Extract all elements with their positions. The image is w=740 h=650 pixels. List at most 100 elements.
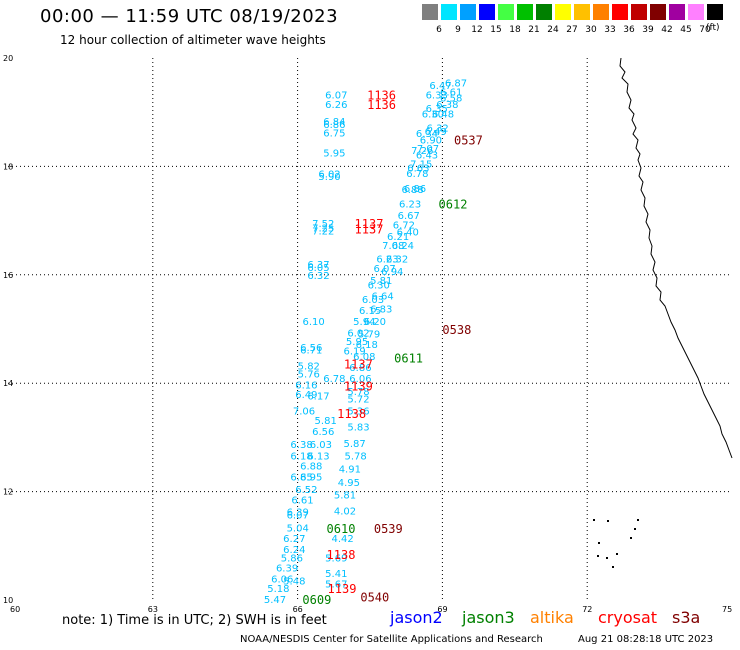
pass-time-label: 0610 xyxy=(327,522,356,536)
legend-swatch xyxy=(536,4,552,20)
wave-height-label: 6.15 xyxy=(359,306,381,317)
wave-height-label: 6.07 xyxy=(325,90,347,101)
longitude-label: 60 xyxy=(10,605,20,614)
wave-height-label: 6.94 xyxy=(381,267,403,278)
coastline xyxy=(593,57,733,568)
wave-height-label: 6.95 xyxy=(300,472,322,483)
latitude-label: 16 xyxy=(3,271,13,280)
wave-height-label: 5.81 xyxy=(370,276,392,287)
pass-time-label: 1138 xyxy=(327,548,356,562)
pass-time-labels: 1136113605370612113711370538061111371139… xyxy=(302,88,482,607)
wave-height-label: 6.30 xyxy=(368,281,390,292)
wave-height-label: 6.39 xyxy=(276,563,298,574)
wave-height-label: 5.86 xyxy=(281,554,303,565)
legend-label: 70 xyxy=(699,25,711,35)
wave-height-label: 6.47 xyxy=(429,81,451,92)
latitude-label: 10 xyxy=(3,596,13,605)
wave-height-label: 5.81 xyxy=(315,416,337,427)
wave-height-label: 6.32 xyxy=(386,255,408,266)
legend-label: 24 xyxy=(547,25,559,35)
wave-height-label: 5.41 xyxy=(325,569,347,580)
wave-height-label: 6.10 xyxy=(302,317,324,328)
wave-height-label: 5.69 xyxy=(325,554,347,565)
pass-time-label: 1136 xyxy=(367,98,396,112)
wave-height-label: 6.33 xyxy=(426,90,448,101)
legend-label: 21 xyxy=(528,25,540,35)
wave-height-label: 5.47 xyxy=(264,595,286,606)
wave-height-label: 6.78 xyxy=(406,169,428,180)
generated-timestamp: Aug 21 08:28:18 UTC 2023 xyxy=(578,634,714,645)
wave-height-label: 6.07 xyxy=(287,510,309,521)
satellite-name-jason2: jason2 xyxy=(390,608,443,627)
footer-note: note: 1) Time is in UTC; 2) SWH is in fe… xyxy=(62,613,327,628)
wave-height-label: 7.07 xyxy=(417,144,439,155)
wave-height-label: 6.24 xyxy=(283,545,305,556)
legend-label: 18 xyxy=(509,25,521,35)
wave-height-label: 6.13 xyxy=(307,451,329,462)
longitude-label: 72 xyxy=(582,605,592,614)
wave-height-label: 6.56 xyxy=(312,427,334,438)
wave-height-label: 6.86 xyxy=(349,363,371,374)
legend-label: 36 xyxy=(623,25,635,35)
wave-height-label: 6.88 xyxy=(401,185,423,196)
wave-height-label: 5.82 xyxy=(298,361,320,372)
pass-time-label: 1139 xyxy=(344,379,373,393)
wave-height-label: 6.32 xyxy=(427,123,449,134)
legend-swatch xyxy=(441,4,457,20)
wave-height-label: 6.71 xyxy=(300,346,322,357)
wave-height-label: 6.49 xyxy=(295,390,317,401)
wave-height-label: 4.02 xyxy=(334,507,356,518)
pass-time-label: 0537 xyxy=(454,133,483,147)
legend-label: 33 xyxy=(604,25,616,35)
island-marker xyxy=(593,519,595,521)
wave-height-label: 6.40 xyxy=(397,227,419,238)
wave-height-label: 6.23 xyxy=(399,199,421,210)
legend-swatch xyxy=(422,4,438,20)
wave-height-label: 5.78 xyxy=(344,451,366,462)
legend-swatch xyxy=(555,4,571,20)
legend-swatch xyxy=(707,4,723,20)
latitude-label: 14 xyxy=(3,379,13,388)
credit-text: NOAA/NESDIS Center for Satellite Applica… xyxy=(240,634,543,645)
wave-height-label: 5.72 xyxy=(347,394,369,405)
legend-swatch xyxy=(479,4,495,20)
legend-label: 27 xyxy=(566,25,578,35)
legend-swatch xyxy=(574,4,590,20)
satellite-name-jason3: jason3 xyxy=(462,608,515,627)
wave-height-label: 6.30 xyxy=(422,109,444,120)
island-marker xyxy=(637,519,639,521)
wave-height-label: 6.06 xyxy=(271,574,293,585)
pass-time-label: 0612 xyxy=(439,197,468,211)
wave-height-label: 6.02 xyxy=(318,169,340,180)
legend-label: 42 xyxy=(661,25,673,35)
pass-time-label: 1139 xyxy=(328,582,357,596)
wave-height-label: 6.03 xyxy=(362,295,384,306)
pass-time-label: 0538 xyxy=(442,323,471,337)
axis-labels: 60 63 66 69 72 75 10 12 14 16 18 20 xyxy=(3,54,732,614)
wave-height-label: 5.95 xyxy=(323,148,345,159)
wave-height-label: 6.39 xyxy=(287,508,309,519)
wave-height-label: 5.18 xyxy=(267,584,289,595)
legend-label: 6 xyxy=(436,25,442,35)
wave-height-label: 5.78 xyxy=(347,387,369,398)
legend-swatch xyxy=(631,4,647,20)
wave-height-label: 4.95 xyxy=(338,478,360,489)
wave-height-label: 7.52 xyxy=(312,219,334,230)
wave-height-label: 6.35 xyxy=(426,104,448,115)
wave-height-label: 6.88 xyxy=(300,462,322,473)
wave-height-label: 6.90 xyxy=(420,135,442,146)
island-marker xyxy=(630,537,632,539)
pass-time-label: 1138 xyxy=(337,407,366,421)
wave-height-label: 6.85 xyxy=(290,472,312,483)
wave-height-label: 6.02 xyxy=(347,328,369,339)
wave-height-label: 6.17 xyxy=(307,392,329,403)
wave-height-label: 5.36 xyxy=(347,406,369,417)
map-title: 00:00 — 11:59 UTC 08/19/2023 xyxy=(40,6,339,27)
wave-height-label: 6.72 xyxy=(393,220,415,231)
legend-label: 15 xyxy=(490,25,502,35)
wave-height-label: 7.25 xyxy=(312,224,334,235)
island-marker xyxy=(607,520,609,522)
map-subtitle: 12 hour collection of altimeter wave hei… xyxy=(60,33,326,47)
pass-time-label: 1136 xyxy=(367,88,396,102)
wave-height-label: 7.08 xyxy=(382,241,404,252)
